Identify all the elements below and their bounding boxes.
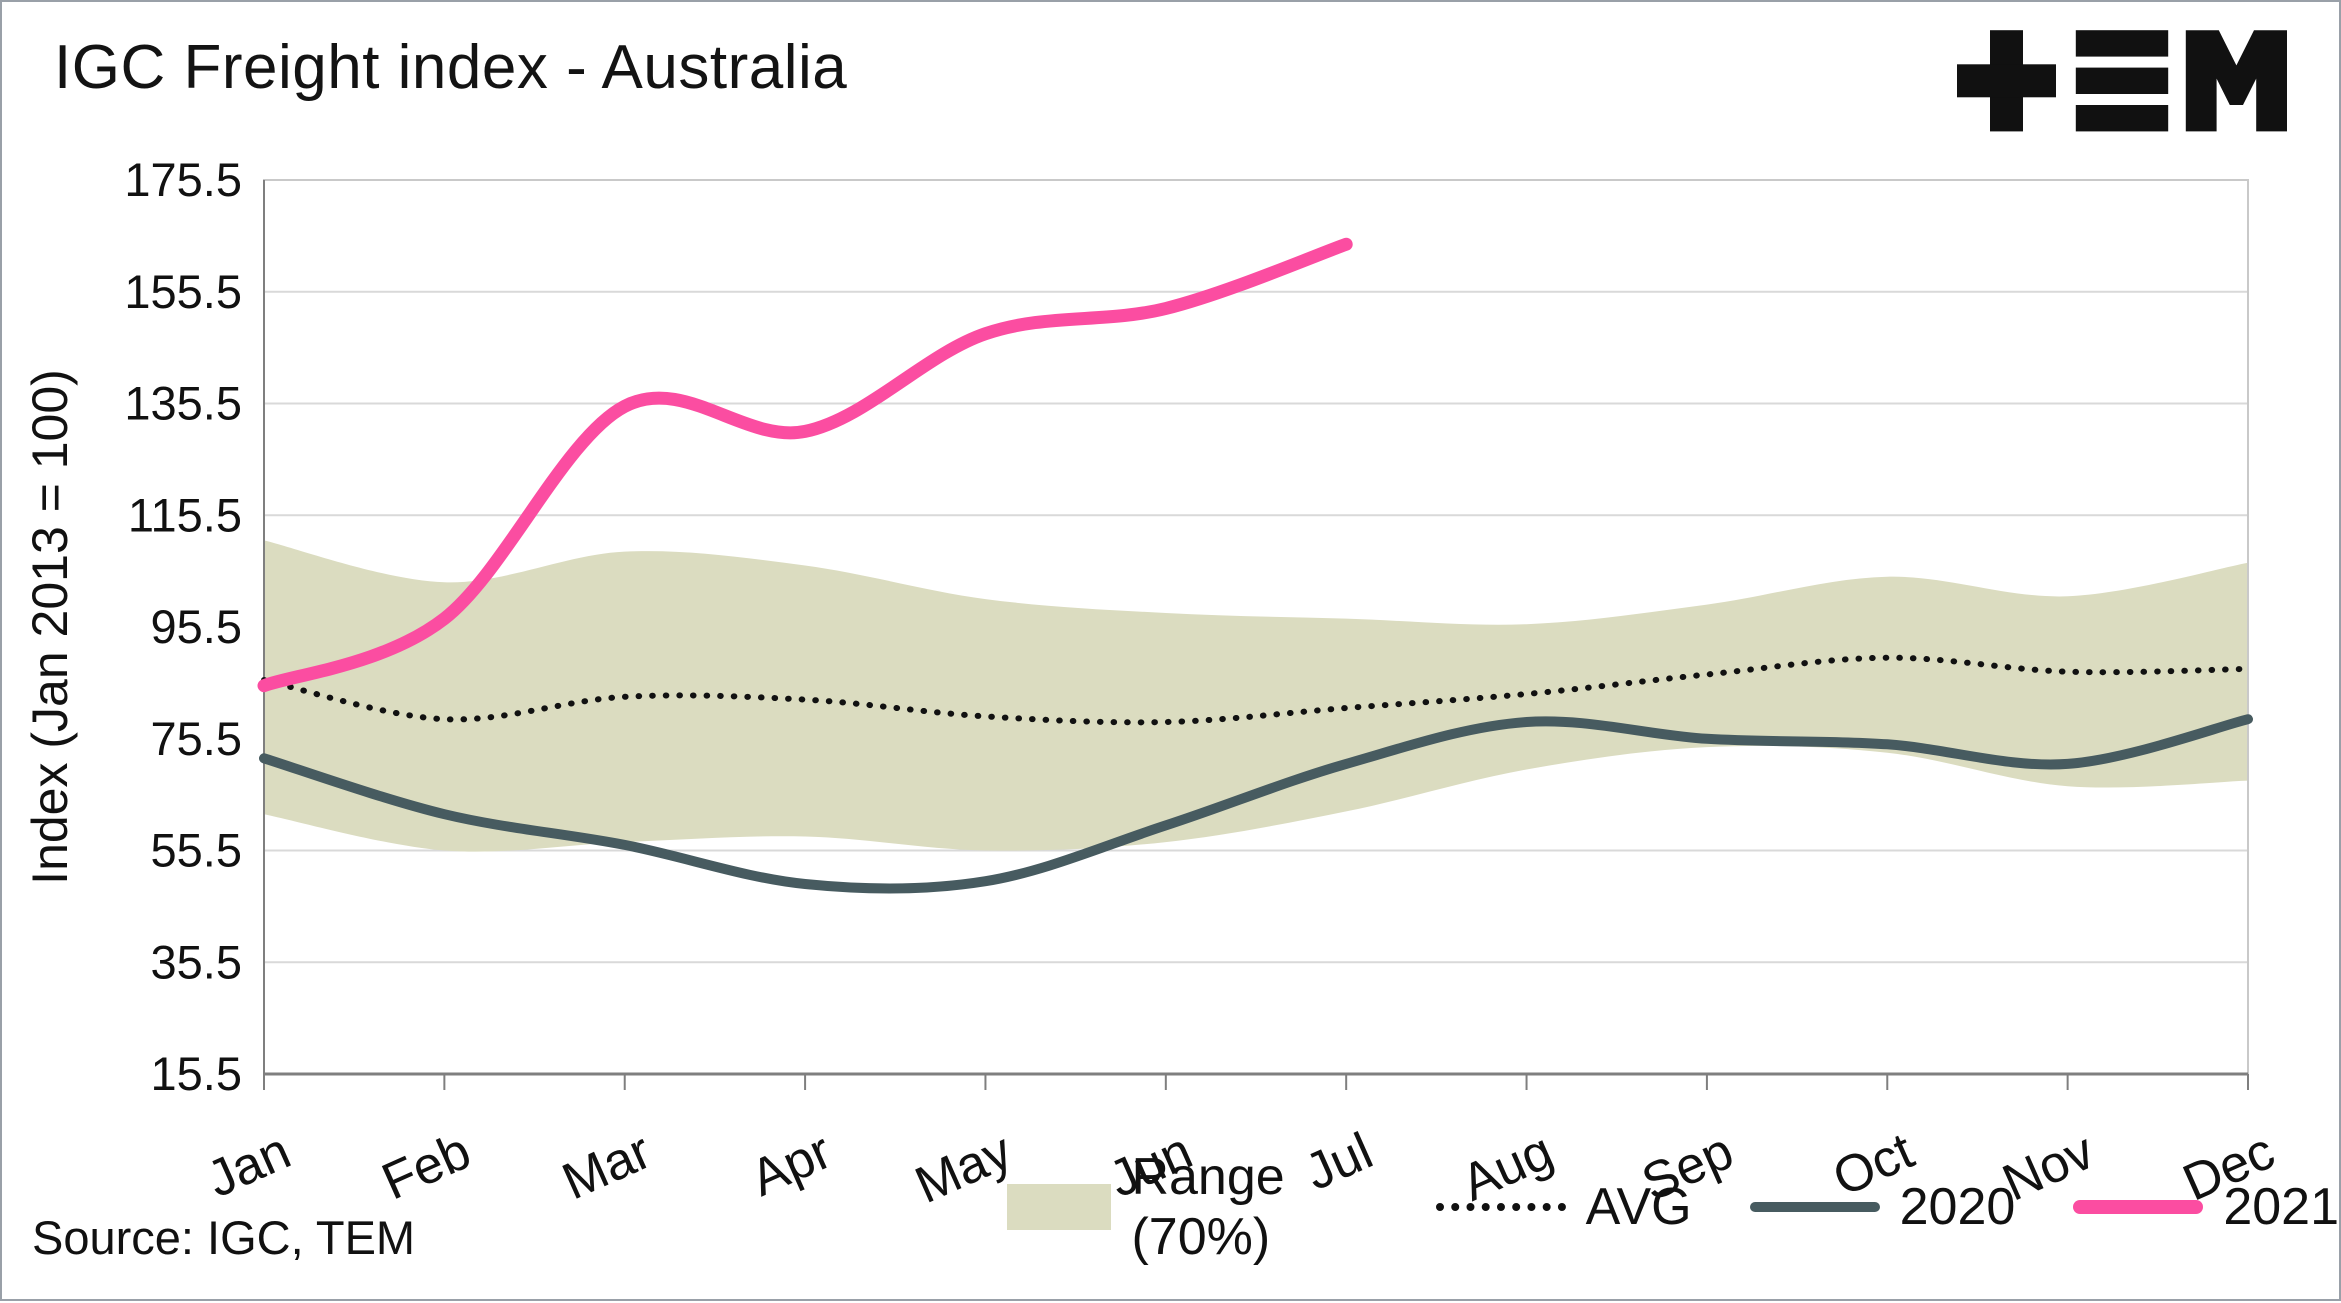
- source-note: Source: IGC, TEM: [32, 1211, 416, 1264]
- legend-label-2021: 2021: [2223, 1178, 2339, 1236]
- legend-swatch-range-band: [1007, 1184, 1112, 1230]
- range-band: [264, 540, 2248, 852]
- x-tick-label: Feb: [374, 1122, 479, 1211]
- logo-bar-2: [2075, 67, 2169, 94]
- y-tick-label: 75.5: [151, 712, 242, 765]
- tem-logo-graphic: [1957, 30, 2287, 132]
- legend-swatch-2020-line: [1749, 1202, 1880, 1212]
- x-tick-label: Jan: [199, 1122, 299, 1209]
- logo-bar-3: [2075, 105, 2169, 132]
- chart-title: IGC Freight index - Australia: [54, 33, 848, 102]
- legend-item-2020: 2020: [1749, 1177, 2016, 1237]
- y-tick-label: 35.5: [151, 935, 242, 988]
- logo-letter-m: [2185, 30, 2287, 132]
- logo-plus-horizontal: [1957, 64, 2056, 98]
- logo-bar-1: [2075, 30, 2169, 57]
- x-tick-label: Apr: [742, 1122, 840, 1208]
- legend-label-avg: AVG: [1585, 1178, 1692, 1236]
- series-2020: [259, 714, 2253, 894]
- y-tick-label: 95.5: [151, 600, 242, 653]
- y-tick-label: 115.5: [128, 488, 242, 541]
- legend-item-2021: 2021: [2073, 1177, 2339, 1237]
- y-tick-label: 155.5: [124, 265, 242, 318]
- y-tick-label: 135.5: [124, 377, 242, 430]
- y-tick-label: 15.5: [151, 1047, 242, 1100]
- legend-label-2020: 2020: [1899, 1178, 2016, 1236]
- y-tick-label: 55.5: [151, 824, 242, 877]
- legend-swatch-avg-dotted-line: [1435, 1203, 1566, 1211]
- y-tick-label: 175.5: [124, 153, 242, 206]
- legend-swatch-2021-line: [2073, 1200, 2204, 1214]
- legend-label-range: Range (70%): [1131, 1148, 1285, 1266]
- legend-item-avg: AVG: [1435, 1177, 1692, 1237]
- x-tick-label: Mar: [554, 1122, 659, 1211]
- x-tick-label: May: [907, 1122, 1020, 1215]
- chart-legend: Range (70%) AVG 2020 2021: [1007, 1147, 2339, 1267]
- series-2021: [257, 237, 1353, 693]
- tem-logo: [1957, 28, 2287, 138]
- legend-item-range: Range (70%): [1007, 1147, 1378, 1267]
